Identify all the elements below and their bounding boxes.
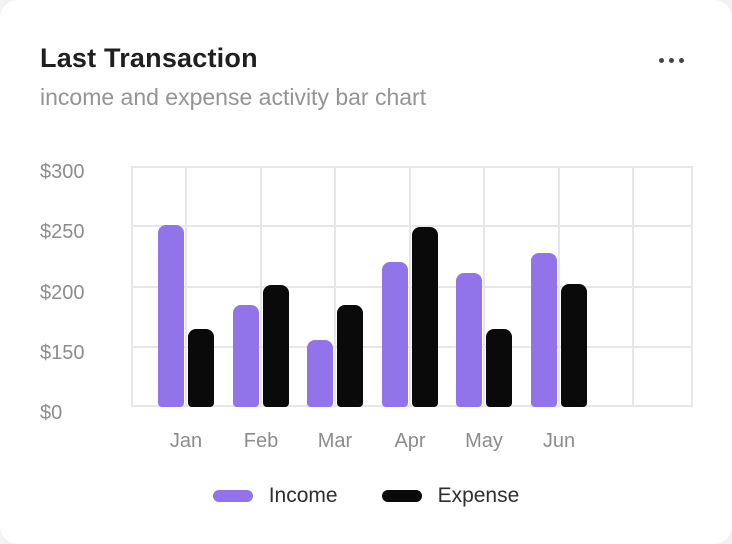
legend-swatch-expense (381, 490, 422, 502)
x-tick-label: Jun (542, 430, 576, 452)
chart-subtitle: income and expense activity bar chart (40, 84, 427, 110)
bar-income-mar (307, 340, 333, 407)
x-gridline (260, 166, 262, 407)
x-gridline (185, 166, 187, 407)
bar-expense-jun (561, 284, 587, 407)
ellipsis-menu-icon (678, 57, 684, 63)
x-tick-label: Apr (394, 430, 426, 452)
page-title: Last Transaction (40, 43, 258, 73)
x-tick-label: Feb (243, 430, 279, 452)
y-tick-label: $300 (40, 161, 85, 183)
bar-expense-may (486, 329, 512, 407)
x-tick-label: Jan (169, 430, 203, 452)
bar-income-feb (233, 305, 259, 407)
y-tick-label: $200 (40, 282, 85, 304)
legend-swatch-income (212, 490, 253, 502)
more-options-button[interactable] (648, 46, 694, 74)
bar-income-jan (158, 225, 184, 407)
bar-income-jun (531, 253, 557, 407)
bar-expense-mar (337, 305, 363, 407)
bar-expense-feb (263, 285, 289, 407)
ellipsis-menu-icon (658, 57, 664, 63)
y-tick-label: $0 (40, 402, 63, 424)
x-gridline (483, 166, 485, 407)
legend-item-income[interactable]: Income (212, 484, 338, 508)
y-tick-label: $250 (40, 221, 85, 243)
bar-expense-apr (412, 227, 438, 407)
chart-legend: Income Expense (0, 484, 732, 508)
bar-expense-jan (188, 329, 214, 407)
legend-label: Expense (437, 484, 520, 507)
bar-income-apr (382, 262, 408, 407)
bar-income-may (456, 273, 482, 407)
x-tick-label: May (465, 430, 503, 452)
x-gridline (409, 166, 411, 407)
x-tick-label: Mar (317, 430, 353, 452)
x-gridline (632, 166, 634, 407)
x-gridline (558, 166, 560, 407)
x-gridline (334, 166, 336, 407)
y-tick-label: $150 (40, 342, 85, 364)
legend-item-expense[interactable]: Expense (381, 484, 520, 508)
y-gridline (131, 225, 693, 227)
legend-label: Income (268, 484, 338, 507)
ellipsis-menu-icon (668, 57, 674, 63)
